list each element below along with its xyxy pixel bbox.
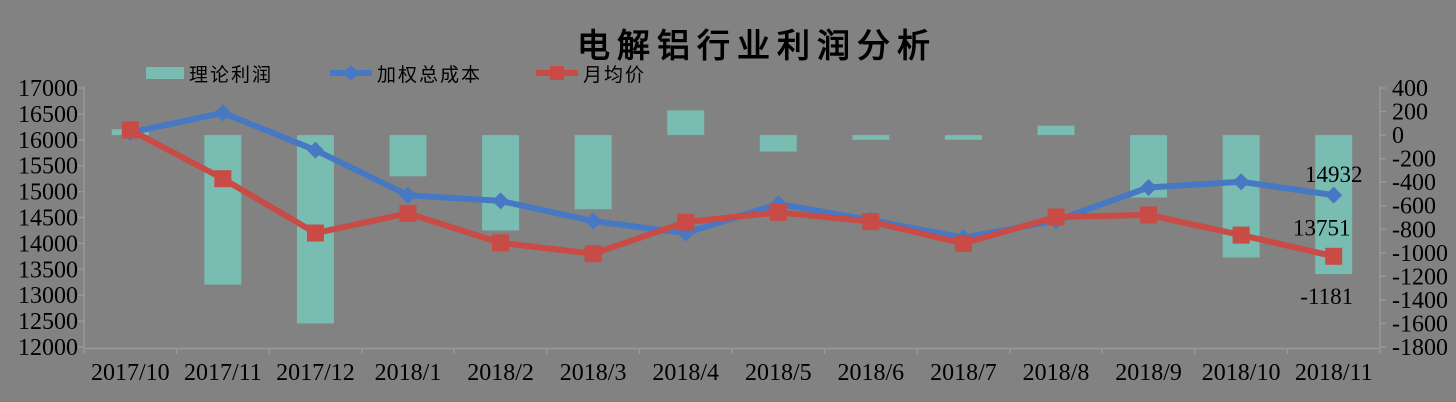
x-axis-label: 2018/2 [467, 360, 534, 386]
price-marker-square [1325, 247, 1343, 265]
y-axis-right-label: -1600 [1392, 311, 1448, 337]
y-axis-left-label: 13000 [18, 283, 78, 309]
profit-bar [1037, 125, 1075, 136]
y-axis-right-label: -800 [1392, 217, 1436, 243]
legend-swatch-bar [146, 67, 184, 79]
x-axis-label: 2018/7 [930, 360, 997, 386]
price-marker-square [954, 234, 972, 252]
price-marker-square [399, 204, 417, 222]
price-marker-square [214, 170, 232, 188]
x-axis-label: 2017/10 [91, 360, 170, 386]
price-line [127, 126, 1337, 260]
y-axis-left-label: 14500 [18, 206, 78, 232]
price-marker-square [121, 121, 139, 139]
x-axis-label: 2017/12 [276, 360, 355, 386]
price-marker-square [677, 213, 695, 231]
profit-bar [944, 135, 982, 140]
chart-title: 电解铝行业利润分析 [577, 27, 937, 64]
y-axis-right-label: -1800 [1392, 335, 1448, 361]
y-axis-right-label: -600 [1392, 194, 1436, 220]
y-axis-left-label: 15500 [18, 154, 78, 180]
cost-marker-diamond [1232, 173, 1250, 191]
y-axis-right-label: -1400 [1392, 288, 1448, 314]
cost-marker-diamond [1325, 186, 1343, 204]
price-marker-square [1232, 226, 1250, 244]
y-axis-right-label: 400 [1392, 76, 1428, 102]
profit-bar [204, 135, 242, 285]
y-axis-left-label: 16000 [18, 128, 78, 154]
y-axis-right-label: 200 [1392, 100, 1428, 126]
cost-marker-diamond [584, 212, 602, 230]
x-axis-label: 2018/9 [1115, 360, 1182, 386]
price-marker-square [306, 224, 324, 242]
cost-marker-diamond [399, 186, 417, 204]
y-axis-right-label: -200 [1392, 147, 1436, 173]
cost-marker-diamond [492, 192, 510, 210]
x-axis-label: 2018/3 [560, 360, 627, 386]
y-axis-left-label: 14000 [18, 231, 78, 257]
x-axis-label: 2018/5 [745, 360, 812, 386]
legend-item-profit: 理论利润 [146, 60, 273, 86]
x-axis-label: 2018/11 [1295, 360, 1373, 386]
profit-bar [852, 135, 890, 140]
y-axis-left-label: 13500 [18, 257, 78, 283]
x-axis-label: 2018/10 [1202, 360, 1281, 386]
price-marker-square [862, 213, 880, 231]
profit-bar [389, 135, 427, 177]
legend-label-price: 月均价 [583, 64, 647, 86]
legend-item-cost: 加权总成本 [330, 60, 482, 86]
y-axis-right-label: -1000 [1392, 241, 1448, 267]
y-axis-right-label: 0 [1392, 123, 1404, 149]
x-axis-label: 2018/6 [838, 360, 905, 386]
legend-swatch-line-square [536, 66, 578, 80]
price-marker-square [1140, 206, 1158, 224]
x-axis-label: 2018/1 [375, 360, 442, 386]
cost-marker-diamond [214, 104, 232, 122]
profit-bar [759, 135, 797, 152]
y-axis-right-label: -1200 [1392, 264, 1448, 290]
legend-item-price: 月均价 [536, 60, 646, 86]
y-axis-left-label: 12500 [18, 309, 78, 335]
profit-bar [667, 110, 705, 136]
price-marker-square [769, 203, 787, 221]
x-axis-label: 2018/4 [652, 360, 719, 386]
profit-bar [482, 135, 520, 231]
data-label: 13751 [1293, 215, 1351, 240]
y-axis-left-label: 12000 [18, 335, 78, 361]
profit-bar [574, 135, 612, 210]
y-axis-left-label: 17000 [18, 76, 78, 102]
price-marker-square [492, 234, 510, 252]
price-marker-square [584, 245, 602, 263]
y-axis-right-label: -400 [1392, 170, 1436, 196]
x-axis-label: 2017/11 [184, 360, 262, 386]
price-marker-square [1047, 208, 1065, 226]
x-axis-label: 2018/8 [1023, 360, 1090, 386]
y-axis-left-label: 15000 [18, 180, 78, 206]
data-label: -1181 [1300, 284, 1353, 309]
cost-marker-diamond [1140, 178, 1158, 196]
cost-marker-diamond [306, 141, 324, 159]
legend-label-cost: 加权总成本 [377, 64, 483, 86]
data-label: 14932 [1305, 162, 1363, 187]
legend-swatch-line-diamond [330, 65, 372, 81]
legend-label-profit: 理论利润 [189, 64, 274, 86]
y-axis-left-label: 16500 [18, 102, 78, 128]
